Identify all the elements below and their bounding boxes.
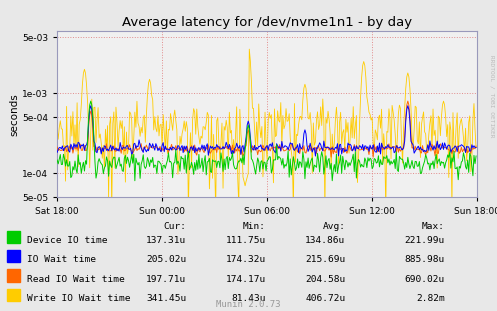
- Text: 137.31u: 137.31u: [146, 236, 186, 245]
- Text: Cur:: Cur:: [164, 222, 186, 231]
- Text: Max:: Max:: [422, 222, 445, 231]
- Text: Munin 2.0.73: Munin 2.0.73: [216, 300, 281, 309]
- Text: 221.99u: 221.99u: [405, 236, 445, 245]
- Title: Average latency for /dev/nvme1n1 - by day: Average latency for /dev/nvme1n1 - by da…: [122, 16, 412, 29]
- Text: 134.86u: 134.86u: [305, 236, 345, 245]
- Text: 174.17u: 174.17u: [226, 275, 266, 284]
- Text: 81.43u: 81.43u: [232, 294, 266, 303]
- Text: Device IO time: Device IO time: [27, 236, 108, 245]
- Y-axis label: seconds: seconds: [9, 93, 19, 136]
- Text: IO Wait time: IO Wait time: [27, 255, 96, 264]
- Text: 205.02u: 205.02u: [146, 255, 186, 264]
- Text: 2.82m: 2.82m: [416, 294, 445, 303]
- Text: Avg:: Avg:: [323, 222, 345, 231]
- Text: Write IO Wait time: Write IO Wait time: [27, 294, 131, 303]
- Text: 690.02u: 690.02u: [405, 275, 445, 284]
- Text: RRDTOOL / TOBI OETIKER: RRDTOOL / TOBI OETIKER: [490, 55, 495, 138]
- Text: 197.71u: 197.71u: [146, 275, 186, 284]
- Text: 215.69u: 215.69u: [305, 255, 345, 264]
- Text: 885.98u: 885.98u: [405, 255, 445, 264]
- Text: Min:: Min:: [243, 222, 266, 231]
- Text: 174.32u: 174.32u: [226, 255, 266, 264]
- Text: 406.72u: 406.72u: [305, 294, 345, 303]
- Text: 204.58u: 204.58u: [305, 275, 345, 284]
- Text: 111.75u: 111.75u: [226, 236, 266, 245]
- Text: Read IO Wait time: Read IO Wait time: [27, 275, 125, 284]
- Text: 341.45u: 341.45u: [146, 294, 186, 303]
